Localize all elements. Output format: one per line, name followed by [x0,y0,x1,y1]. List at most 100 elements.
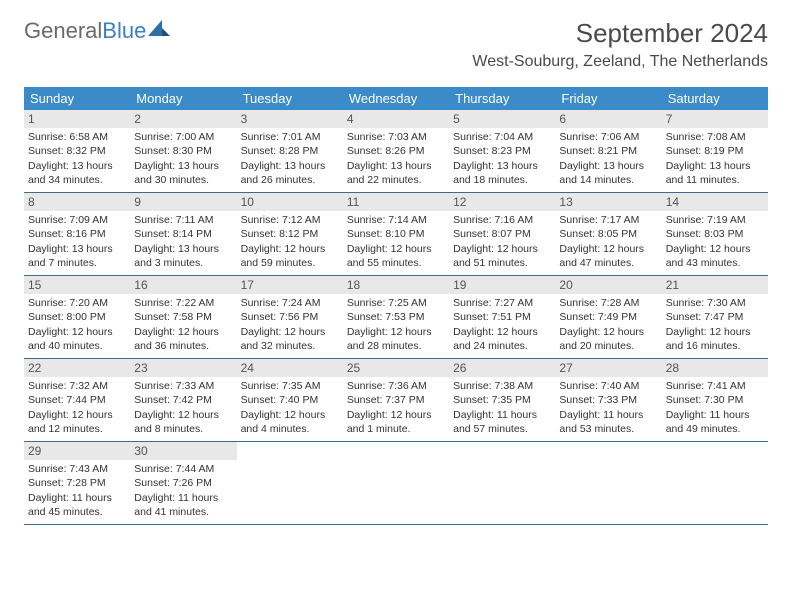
sunrise-text: Sunrise: 7:32 AM [28,379,126,393]
daylight-text: Daylight: 13 hours and 22 minutes. [347,159,445,187]
dow-cell: Friday [555,87,661,110]
sunrise-text: Sunrise: 7:24 AM [241,296,339,310]
day-number: 23 [130,359,236,377]
daylight-text: Daylight: 12 hours and 32 minutes. [241,325,339,353]
sunrise-text: Sunrise: 7:30 AM [666,296,764,310]
sunrise-text: Sunrise: 7:41 AM [666,379,764,393]
sunrise-text: Sunrise: 7:17 AM [559,213,657,227]
sunset-text: Sunset: 7:28 PM [28,476,126,490]
sunset-text: Sunset: 7:51 PM [453,310,551,324]
daylight-text: Daylight: 12 hours and 47 minutes. [559,242,657,270]
sunrise-text: Sunrise: 7:33 AM [134,379,232,393]
day-number: 21 [662,276,768,294]
sunset-text: Sunset: 8:16 PM [28,227,126,241]
sunrise-text: Sunrise: 7:14 AM [347,213,445,227]
day-cell: 14Sunrise: 7:19 AMSunset: 8:03 PMDayligh… [662,193,768,275]
title-block: September 2024 West-Souburg, Zeeland, Th… [472,18,768,71]
day-number: 26 [449,359,555,377]
day-cell: 18Sunrise: 7:25 AMSunset: 7:53 PMDayligh… [343,276,449,358]
day-cell: 16Sunrise: 7:22 AMSunset: 7:58 PMDayligh… [130,276,236,358]
day-number: 11 [343,193,449,211]
day-cell: 9Sunrise: 7:11 AMSunset: 8:14 PMDaylight… [130,193,236,275]
sunrise-text: Sunrise: 7:27 AM [453,296,551,310]
day-cell [662,442,768,524]
day-cell: 26Sunrise: 7:38 AMSunset: 7:35 PMDayligh… [449,359,555,441]
dow-cell: Monday [130,87,236,110]
day-number: 30 [130,442,236,460]
sunrise-text: Sunrise: 7:19 AM [666,213,764,227]
sunrise-text: Sunrise: 7:35 AM [241,379,339,393]
day-cell [555,442,661,524]
week-row: 1Sunrise: 6:58 AMSunset: 8:32 PMDaylight… [24,110,768,193]
daylight-text: Daylight: 13 hours and 30 minutes. [134,159,232,187]
dow-cell: Thursday [449,87,555,110]
sunset-text: Sunset: 7:53 PM [347,310,445,324]
day-cell: 4Sunrise: 7:03 AMSunset: 8:26 PMDaylight… [343,110,449,192]
sunset-text: Sunset: 7:35 PM [453,393,551,407]
sunset-text: Sunset: 8:23 PM [453,144,551,158]
day-cell [449,442,555,524]
sunrise-text: Sunrise: 7:20 AM [28,296,126,310]
day-cell: 24Sunrise: 7:35 AMSunset: 7:40 PMDayligh… [237,359,343,441]
daylight-text: Daylight: 12 hours and 24 minutes. [453,325,551,353]
sunrise-text: Sunrise: 7:03 AM [347,130,445,144]
day-cell: 28Sunrise: 7:41 AMSunset: 7:30 PMDayligh… [662,359,768,441]
sunset-text: Sunset: 7:30 PM [666,393,764,407]
day-number: 8 [24,193,130,211]
day-number: 28 [662,359,768,377]
sunrise-text: Sunrise: 7:16 AM [453,213,551,227]
sunrise-text: Sunrise: 7:04 AM [453,130,551,144]
sunset-text: Sunset: 7:40 PM [241,393,339,407]
sunset-text: Sunset: 8:30 PM [134,144,232,158]
daylight-text: Daylight: 13 hours and 14 minutes. [559,159,657,187]
dow-cell: Sunday [24,87,130,110]
sunset-text: Sunset: 8:32 PM [28,144,126,158]
sunset-text: Sunset: 8:12 PM [241,227,339,241]
sunrise-text: Sunrise: 7:38 AM [453,379,551,393]
sunrise-text: Sunrise: 7:28 AM [559,296,657,310]
sunset-text: Sunset: 8:05 PM [559,227,657,241]
sunset-text: Sunset: 8:00 PM [28,310,126,324]
sunset-text: Sunset: 8:14 PM [134,227,232,241]
daylight-text: Daylight: 12 hours and 20 minutes. [559,325,657,353]
sunrise-text: Sunrise: 7:01 AM [241,130,339,144]
sunset-text: Sunset: 7:42 PM [134,393,232,407]
sunset-text: Sunset: 7:33 PM [559,393,657,407]
daylight-text: Daylight: 12 hours and 16 minutes. [666,325,764,353]
daylight-text: Daylight: 12 hours and 51 minutes. [453,242,551,270]
sunset-text: Sunset: 7:37 PM [347,393,445,407]
day-cell: 22Sunrise: 7:32 AMSunset: 7:44 PMDayligh… [24,359,130,441]
month-title: September 2024 [472,18,768,49]
daylight-text: Daylight: 12 hours and 8 minutes. [134,408,232,436]
day-cell: 25Sunrise: 7:36 AMSunset: 7:37 PMDayligh… [343,359,449,441]
logo-text-blue: Blue [102,18,146,44]
daylight-text: Daylight: 13 hours and 18 minutes. [453,159,551,187]
day-number: 13 [555,193,661,211]
daylight-text: Daylight: 13 hours and 11 minutes. [666,159,764,187]
dow-cell: Tuesday [237,87,343,110]
sunrise-text: Sunrise: 7:12 AM [241,213,339,227]
day-cell: 5Sunrise: 7:04 AMSunset: 8:23 PMDaylight… [449,110,555,192]
logo: GeneralBlue [24,18,170,44]
sunset-text: Sunset: 7:56 PM [241,310,339,324]
daylight-text: Daylight: 12 hours and 1 minute. [347,408,445,436]
day-number: 2 [130,110,236,128]
day-cell: 11Sunrise: 7:14 AMSunset: 8:10 PMDayligh… [343,193,449,275]
day-cell [343,442,449,524]
sunset-text: Sunset: 8:26 PM [347,144,445,158]
sunset-text: Sunset: 7:26 PM [134,476,232,490]
sunrise-text: Sunrise: 7:43 AM [28,462,126,476]
day-cell: 10Sunrise: 7:12 AMSunset: 8:12 PMDayligh… [237,193,343,275]
day-cell [237,442,343,524]
day-cell: 15Sunrise: 7:20 AMSunset: 8:00 PMDayligh… [24,276,130,358]
sunset-text: Sunset: 8:21 PM [559,144,657,158]
day-cell: 30Sunrise: 7:44 AMSunset: 7:26 PMDayligh… [130,442,236,524]
daylight-text: Daylight: 13 hours and 3 minutes. [134,242,232,270]
sunrise-text: Sunrise: 7:22 AM [134,296,232,310]
day-number: 25 [343,359,449,377]
day-cell: 21Sunrise: 7:30 AMSunset: 7:47 PMDayligh… [662,276,768,358]
dow-cell: Saturday [662,87,768,110]
daylight-text: Daylight: 12 hours and 43 minutes. [666,242,764,270]
day-number: 29 [24,442,130,460]
day-number: 16 [130,276,236,294]
